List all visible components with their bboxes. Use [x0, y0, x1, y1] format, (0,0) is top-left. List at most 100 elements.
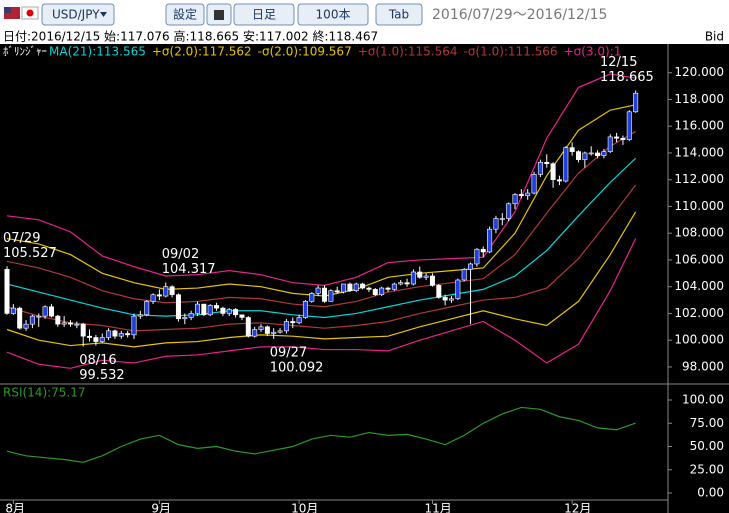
- candle-body: [175, 294, 181, 320]
- band-line: [6, 238, 637, 369]
- candle-body: [544, 162, 550, 164]
- candle-body: [347, 283, 353, 292]
- candle-body: [252, 329, 258, 337]
- pair-button[interactable]: USD/JPY: [41, 3, 115, 26]
- candle-body: [563, 147, 569, 182]
- candle-body: [36, 315, 42, 318]
- count-button[interactable]: 100本: [297, 3, 369, 26]
- candle-body: [239, 314, 245, 318]
- candle-body: [23, 323, 29, 329]
- candle-body: [410, 271, 416, 285]
- legend-entry: -σ(2.0):109.567: [258, 45, 352, 59]
- candle-body: [17, 307, 23, 329]
- rsi-label: RSI(14):75.17: [3, 386, 86, 400]
- candle-body: [106, 330, 112, 338]
- annotation-date: 07/29: [3, 231, 40, 246]
- settings-label: 設定: [173, 7, 197, 22]
- candle-body: [80, 323, 86, 337]
- y-tick-label: 104.000: [674, 279, 724, 293]
- rsi-line: [6, 406, 636, 463]
- annotation-date: 12/15: [600, 55, 637, 70]
- annotation-value: 100.092: [270, 360, 324, 375]
- settings-button[interactable]: 設定: [165, 3, 205, 26]
- candle-body: [633, 92, 639, 113]
- x-tick-label: 11月: [424, 502, 451, 513]
- candle-body: [125, 333, 131, 336]
- tool-button[interactable]: [206, 3, 232, 26]
- flag-icon: [4, 6, 39, 20]
- candle-body: [277, 330, 283, 333]
- candle-body: [156, 294, 162, 297]
- indicator-name: ﾎﾞﾘﾝｼﾞｬｰ: [3, 45, 47, 58]
- info-bar: [0, 30, 729, 44]
- candle-body: [10, 307, 16, 314]
- candle-body: [480, 248, 486, 253]
- annotation-value: 118.665: [600, 70, 654, 85]
- candle-body: [366, 287, 372, 290]
- candle-body: [4, 269, 10, 314]
- count-label: 100本: [316, 8, 351, 22]
- candle-body: [372, 289, 378, 296]
- candle-body: [556, 179, 562, 182]
- candle-body: [461, 269, 467, 281]
- candle-body: [302, 301, 308, 318]
- candle-body: [525, 192, 531, 197]
- candle-body: [68, 322, 74, 325]
- price-type: Bid: [705, 30, 724, 44]
- candle-body: [144, 301, 150, 316]
- candle-body: [620, 137, 626, 140]
- candle-body: [315, 287, 321, 294]
- period-button[interactable]: 日足: [233, 3, 295, 26]
- candle-body: [29, 315, 35, 325]
- y-tick-label: 98.000: [682, 359, 724, 373]
- candle-body: [360, 283, 366, 289]
- annotation-date: 09/02: [162, 247, 199, 262]
- candle-body: [271, 331, 277, 334]
- band-line: [6, 131, 636, 308]
- legend-entry: +σ(1.0):115.564: [358, 45, 458, 59]
- ohlc-info: 日付:2016/12/15 始:117.076 高:118.665 安:117.…: [3, 29, 378, 44]
- period-label: 日足: [252, 8, 276, 22]
- candle-body: [131, 315, 137, 336]
- candle-body: [99, 337, 105, 342]
- pair-label: USD/JPY: [52, 8, 100, 22]
- band-line: [6, 211, 637, 348]
- candle-body: [474, 248, 480, 265]
- legend-entry: +σ(2.0):117.562: [152, 45, 252, 59]
- candle-body: [626, 111, 632, 140]
- candle-body: [207, 305, 213, 316]
- tab-button[interactable]: Tab: [375, 3, 423, 26]
- candle-body: [569, 147, 575, 152]
- candle-body: [188, 313, 194, 318]
- candle-body: [169, 286, 175, 296]
- candle-body: [455, 279, 461, 300]
- candle-body: [537, 162, 543, 175]
- candle-body: [87, 335, 93, 338]
- candle-body: [341, 283, 347, 293]
- candle-body: [55, 315, 61, 325]
- legend-entry: +σ(3.0):1: [564, 45, 622, 59]
- candle-body: [150, 294, 156, 302]
- y-tick-label: 114.000: [674, 145, 724, 159]
- y-tick-label: 116.000: [674, 119, 724, 133]
- candle-body: [404, 282, 410, 285]
- y-tick-label: 118.000: [674, 92, 724, 106]
- candle-body: [195, 303, 201, 314]
- candle-body: [220, 307, 226, 314]
- candle-body: [499, 218, 505, 220]
- candle-body: [512, 194, 518, 205]
- candle-body: [487, 228, 493, 253]
- band-line: [6, 104, 636, 297]
- candle-body: [601, 151, 607, 156]
- candle-body: [417, 271, 423, 278]
- candle-body: [290, 321, 296, 324]
- legend-entry: MA(21):113.565: [49, 45, 146, 59]
- candle-body: [468, 263, 474, 270]
- candle-body: [448, 298, 454, 301]
- y-tick-label: 50.00: [690, 439, 724, 453]
- candle-body: [182, 317, 188, 320]
- candle-body: [283, 321, 289, 332]
- band-line: [6, 73, 636, 286]
- candle-body: [74, 323, 80, 326]
